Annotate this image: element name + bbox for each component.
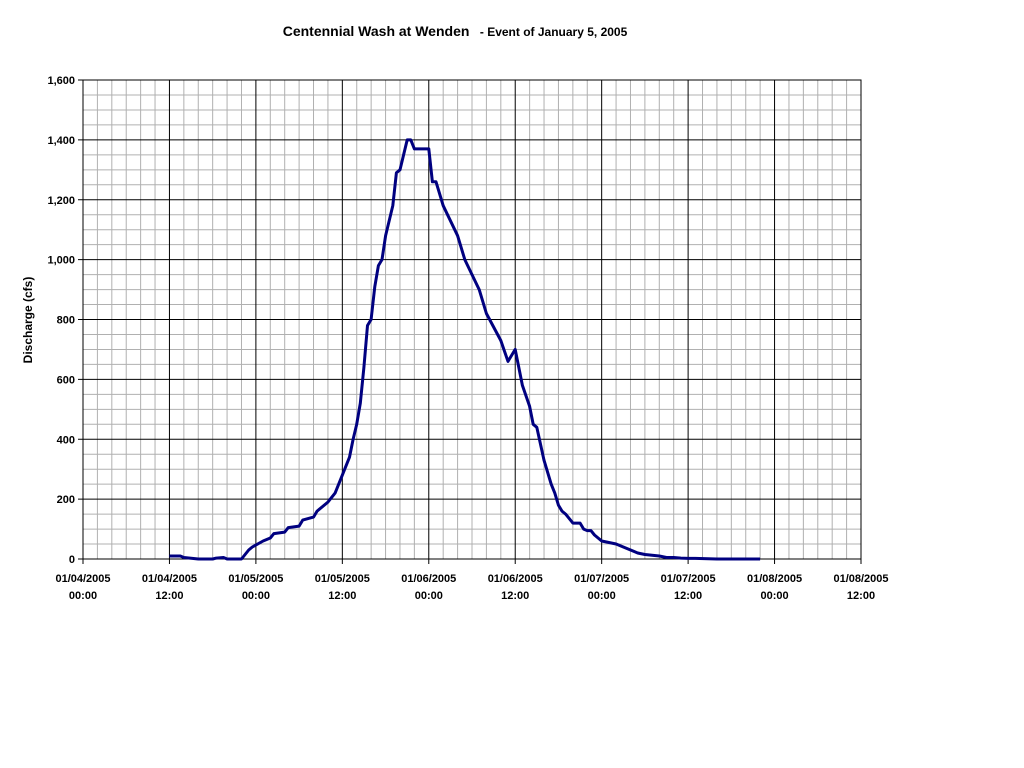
x-tick-label-time: 00:00 xyxy=(760,590,788,602)
x-tick-label-time: 12:00 xyxy=(501,590,529,602)
major-gridlines xyxy=(83,80,861,559)
x-tick-label-time: 00:00 xyxy=(242,590,270,602)
y-tick-label: 1,200 xyxy=(47,195,75,207)
x-tick-label-date: 01/08/2005 xyxy=(747,573,802,585)
x-tick-label-time: 12:00 xyxy=(155,590,183,602)
y-axis-label: Discharge (cfs) xyxy=(21,277,35,364)
x-tick-label-time: 12:00 xyxy=(847,590,875,602)
x-tick-label-date: 01/07/2005 xyxy=(574,573,629,585)
x-tick-label-date: 01/05/2005 xyxy=(315,573,370,585)
discharge-series-line xyxy=(169,138,761,561)
chart-title: Centennial Wash at Wenden - Event of Jan… xyxy=(283,23,628,40)
y-tick-label: 0 xyxy=(69,554,75,566)
x-tick-label-date: 01/05/2005 xyxy=(228,573,283,585)
x-tick-label-date: 01/08/2005 xyxy=(833,573,888,585)
y-tick-label: 1,400 xyxy=(47,135,75,147)
x-tick-label-time: 00:00 xyxy=(69,590,97,602)
x-tick-label-date: 01/04/2005 xyxy=(142,573,197,585)
x-tick-label-time: 00:00 xyxy=(415,590,443,602)
y-axis-ticks: 0 200 400 600 800 1,000 1,200 1,400 1,600 xyxy=(47,75,83,566)
x-tick-label-date: 01/06/2005 xyxy=(401,573,456,585)
x-tick-label-date: 01/07/2005 xyxy=(661,573,716,585)
y-tick-label: 1,600 xyxy=(47,75,75,87)
x-tick-label-time: 00:00 xyxy=(588,590,616,602)
x-axis-ticks: 01/04/2005 00:00 01/04/2005 12:00 01/05/2005… xyxy=(55,559,889,602)
y-tick-label: 400 xyxy=(57,434,75,446)
y-tick-label: 200 xyxy=(57,494,75,506)
y-tick-label: 600 xyxy=(57,374,75,386)
x-tick-label-time: 12:00 xyxy=(674,590,702,602)
chart-title-subtitle: - Event of January 5, 2005 xyxy=(480,25,628,39)
x-tick-label-date: 01/04/2005 xyxy=(55,573,110,585)
x-tick-label-date: 01/06/2005 xyxy=(488,573,543,585)
chart-title-main: Centennial Wash at Wenden xyxy=(283,23,470,39)
x-tick-label-time: 12:00 xyxy=(328,590,356,602)
y-tick-label: 800 xyxy=(57,315,75,327)
y-tick-label: 1,000 xyxy=(47,255,75,267)
